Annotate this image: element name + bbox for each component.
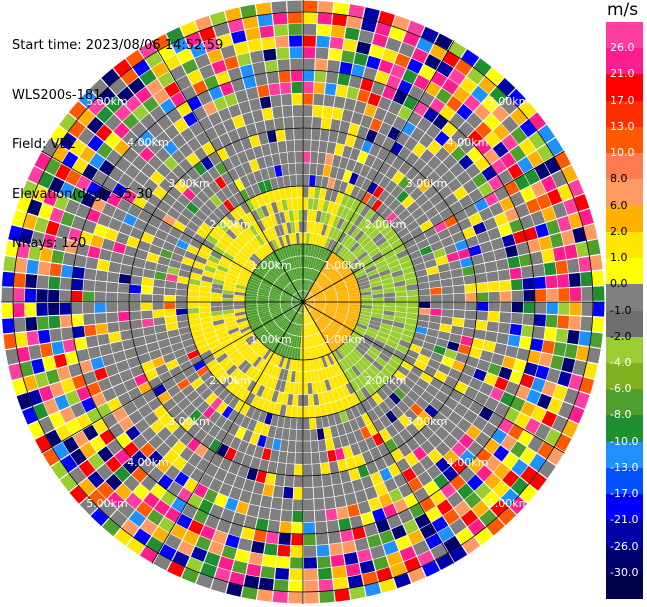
colorbar-segment bbox=[606, 284, 643, 311]
range-label: 4.00km bbox=[127, 456, 169, 469]
colorbar-tick-label: -4.0 bbox=[610, 355, 632, 369]
colorbar-tick-label: 6.0 bbox=[610, 198, 628, 212]
azimuth-line bbox=[151, 301, 304, 564]
colorbar-segment bbox=[606, 153, 643, 180]
range-label: 3.00km bbox=[168, 415, 210, 428]
azimuth-line bbox=[41, 301, 304, 454]
range-label: 5.00km bbox=[488, 497, 530, 510]
colorbar-tick-label: 17.0 bbox=[610, 93, 635, 107]
colorbar-segment bbox=[606, 74, 643, 102]
colorbar-segment bbox=[606, 415, 643, 443]
azimuth-line bbox=[151, 40, 304, 303]
colorbar-segment bbox=[606, 546, 643, 574]
colorbar-tick-label: -6.0 bbox=[610, 382, 632, 396]
range-label: 3.00km bbox=[406, 415, 448, 428]
colorbar-segment bbox=[606, 100, 643, 128]
azimuth-line bbox=[41, 150, 304, 303]
range-label: 4.00km bbox=[447, 456, 489, 469]
range-label: 2.00km bbox=[365, 218, 407, 231]
colorbar-tick-label: -13.0 bbox=[610, 460, 639, 474]
colorbar-segment bbox=[606, 494, 643, 521]
range-label: 5.00km bbox=[86, 95, 128, 108]
info-panel: Start time: 2023/08/06 14:52:59 WLS200s-… bbox=[12, 5, 223, 269]
range-label: 2.00km bbox=[209, 374, 251, 387]
range-label: 4.00km bbox=[127, 136, 169, 149]
colorbar-tick-label: -1.0 bbox=[610, 303, 632, 317]
range-label: 4.00km bbox=[447, 136, 489, 149]
range-label: 2.00km bbox=[365, 374, 407, 387]
colorbar-segment bbox=[606, 179, 643, 207]
colorbar-segment bbox=[606, 126, 643, 154]
colorbar-tick-label: 1.0 bbox=[610, 251, 628, 265]
azimuth-line bbox=[302, 150, 565, 303]
range-label: 1.00km bbox=[324, 259, 366, 272]
colorbar-tick-label: -21.0 bbox=[610, 513, 639, 527]
colorbar-segment bbox=[606, 336, 643, 364]
range-label: 3.00km bbox=[406, 177, 448, 190]
radar-gates bbox=[1, 0, 605, 604]
colorbar: 26.0 21.0 17.0 13.0 10.0 8.0 6.0 2.0 1.0 0.0 -1.0 -… bbox=[606, 22, 643, 600]
colorbar-segment bbox=[606, 572, 643, 600]
range-label: 1.00km bbox=[250, 333, 292, 346]
azimuth-line bbox=[302, 40, 455, 303]
nrays-label: NRays: 120 bbox=[12, 236, 87, 251]
colorbar-segment bbox=[606, 48, 643, 75]
colorbar-tick-label: -10.0 bbox=[610, 434, 639, 448]
colorbar-segment bbox=[606, 310, 643, 338]
colorbar-segment bbox=[606, 441, 643, 469]
elevation-label: Elevation(deg): 35.30 bbox=[12, 186, 153, 202]
range-label: 2.00km bbox=[209, 218, 251, 231]
colorbar-unit: m/s bbox=[607, 0, 639, 20]
range-label: 1.00km bbox=[324, 333, 366, 346]
colorbar-tick-label: 2.0 bbox=[610, 224, 628, 238]
colorbar-segment bbox=[606, 389, 643, 416]
colorbar-segment bbox=[606, 205, 643, 233]
range-label: 3.00km bbox=[168, 177, 210, 190]
colorbar-tick-label: -2.0 bbox=[610, 329, 632, 343]
ppi-plot: 1.00km 2.00km 3.00km 4.00km 5.00km 1.00km 2.00… bbox=[1, 0, 605, 604]
colorbar-segment bbox=[606, 231, 643, 259]
colorbar-tick-label: 13.0 bbox=[610, 119, 635, 133]
colorbar-tick-label: -17.0 bbox=[610, 487, 639, 501]
colorbar-segment bbox=[606, 467, 643, 495]
colorbar-tick-label: -8.0 bbox=[610, 408, 632, 422]
colorbar-segment bbox=[606, 362, 643, 390]
colorbar-tick-label: 26.0 bbox=[610, 41, 635, 55]
colorbar-segment bbox=[606, 258, 643, 285]
colorbar-segment bbox=[606, 22, 643, 49]
colorbar-tick-label: 21.0 bbox=[610, 67, 635, 81]
azimuth-line bbox=[302, 301, 455, 564]
colorbar-segment bbox=[606, 520, 643, 548]
colorbar-tick-label: 8.0 bbox=[610, 172, 628, 186]
field-label: Field: VEL bbox=[12, 137, 75, 152]
start-time-label: Start time: 2023/08/06 14:52:59 bbox=[12, 38, 224, 53]
range-label: 5.00km bbox=[488, 95, 530, 108]
colorbar-tick-label: 10.0 bbox=[610, 146, 635, 160]
instrument-label: WLS200s-181 bbox=[12, 87, 102, 103]
range-label: 1.00km bbox=[250, 259, 292, 272]
colorbar-tick-label: -30.0 bbox=[610, 565, 639, 579]
colorbar-tick-label: 0.0 bbox=[610, 277, 628, 291]
azimuth-line bbox=[302, 301, 565, 454]
range-label: 5.00km bbox=[86, 497, 128, 510]
colorbar-tick-label: -26.0 bbox=[610, 539, 639, 553]
